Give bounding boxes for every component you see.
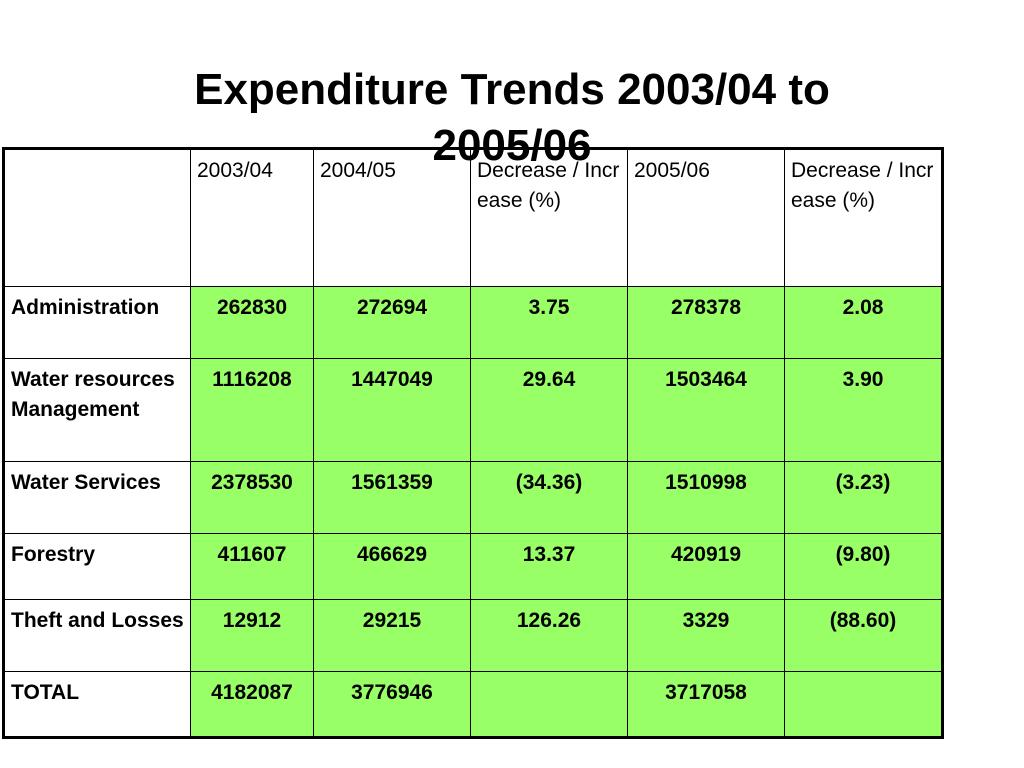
- table-header-2005-06: 2005/06: [627, 149, 785, 287]
- row-label: TOTAL: [4, 671, 191, 737]
- row-label: Water resources Management: [4, 358, 191, 462]
- table-cell: 466629: [313, 533, 471, 600]
- table-header-row: 2003/04 2004/05 Decrease / Increase (%) …: [4, 149, 942, 287]
- table-cell: 1510998: [627, 461, 785, 534]
- table-header-2004-05: 2004/05: [313, 149, 471, 287]
- table-cell: 420919: [627, 533, 785, 600]
- table-cell: 1561359: [313, 461, 471, 534]
- table-cell: (34.36): [470, 461, 628, 534]
- page-title: Expenditure Trends 2003/04 to 2005/06: [0, 62, 1024, 174]
- table-cell: 262830: [190, 286, 314, 359]
- table-cell: 2378530: [190, 461, 314, 534]
- table-cell: [784, 671, 942, 737]
- row-label: Water Services: [4, 461, 191, 534]
- table-cell: 3.75: [470, 286, 628, 359]
- row-label: Theft and Losses: [4, 599, 191, 672]
- table-cell: 278378: [627, 286, 785, 359]
- table-row: Administration 262830 272694 3.75 278378…: [4, 286, 942, 359]
- table-cell: 126.26: [470, 599, 628, 672]
- table-header-change-2005-06: Decrease / Increase (%): [784, 149, 942, 287]
- table-cell: 1447049: [313, 358, 471, 462]
- table-cell: 272694: [313, 286, 471, 359]
- row-label: Administration: [4, 286, 191, 359]
- table-cell: 13.37: [470, 533, 628, 600]
- table-cell: (9.80): [784, 533, 942, 600]
- table-total-row: TOTAL 4182087 3776946 3717058: [4, 671, 942, 737]
- table-row: Water resources Management 1116208 14470…: [4, 358, 942, 462]
- table-cell: 2.08: [784, 286, 942, 359]
- page-title-line-2: 2005/06: [432, 121, 592, 170]
- row-label: Forestry: [4, 533, 191, 600]
- page-title-line-1: Expenditure Trends 2003/04 to: [194, 65, 830, 114]
- table-row: Forestry 411607 466629 13.37 420919 (9.8…: [4, 533, 942, 600]
- table-cell: 3776946: [313, 671, 471, 737]
- table-cell: 3717058: [627, 671, 785, 737]
- expenditure-table: 2003/04 2004/05 Decrease / Increase (%) …: [2, 147, 944, 739]
- table-cell: (88.60): [784, 599, 942, 672]
- table-cell: 29215: [313, 599, 471, 672]
- table-cell: 4182087: [190, 671, 314, 737]
- table-cell: 3.90: [784, 358, 942, 462]
- table-cell: 1116208: [190, 358, 314, 462]
- table-cell: 12912: [190, 599, 314, 672]
- table-cell: [470, 671, 628, 737]
- table-cell: 29.64: [470, 358, 628, 462]
- table-header-change-2004-05: Decrease / Increase (%): [470, 149, 628, 287]
- table-header-corner: [4, 149, 191, 287]
- table-cell: 411607: [190, 533, 314, 600]
- table-row: Water Services 2378530 1561359 (34.36) 1…: [4, 461, 942, 534]
- table-cell: (3.23): [784, 461, 942, 534]
- table-cell: 3329: [627, 599, 785, 672]
- table-row: Theft and Losses 12912 29215 126.26 3329…: [4, 599, 942, 672]
- table-cell: 1503464: [627, 358, 785, 462]
